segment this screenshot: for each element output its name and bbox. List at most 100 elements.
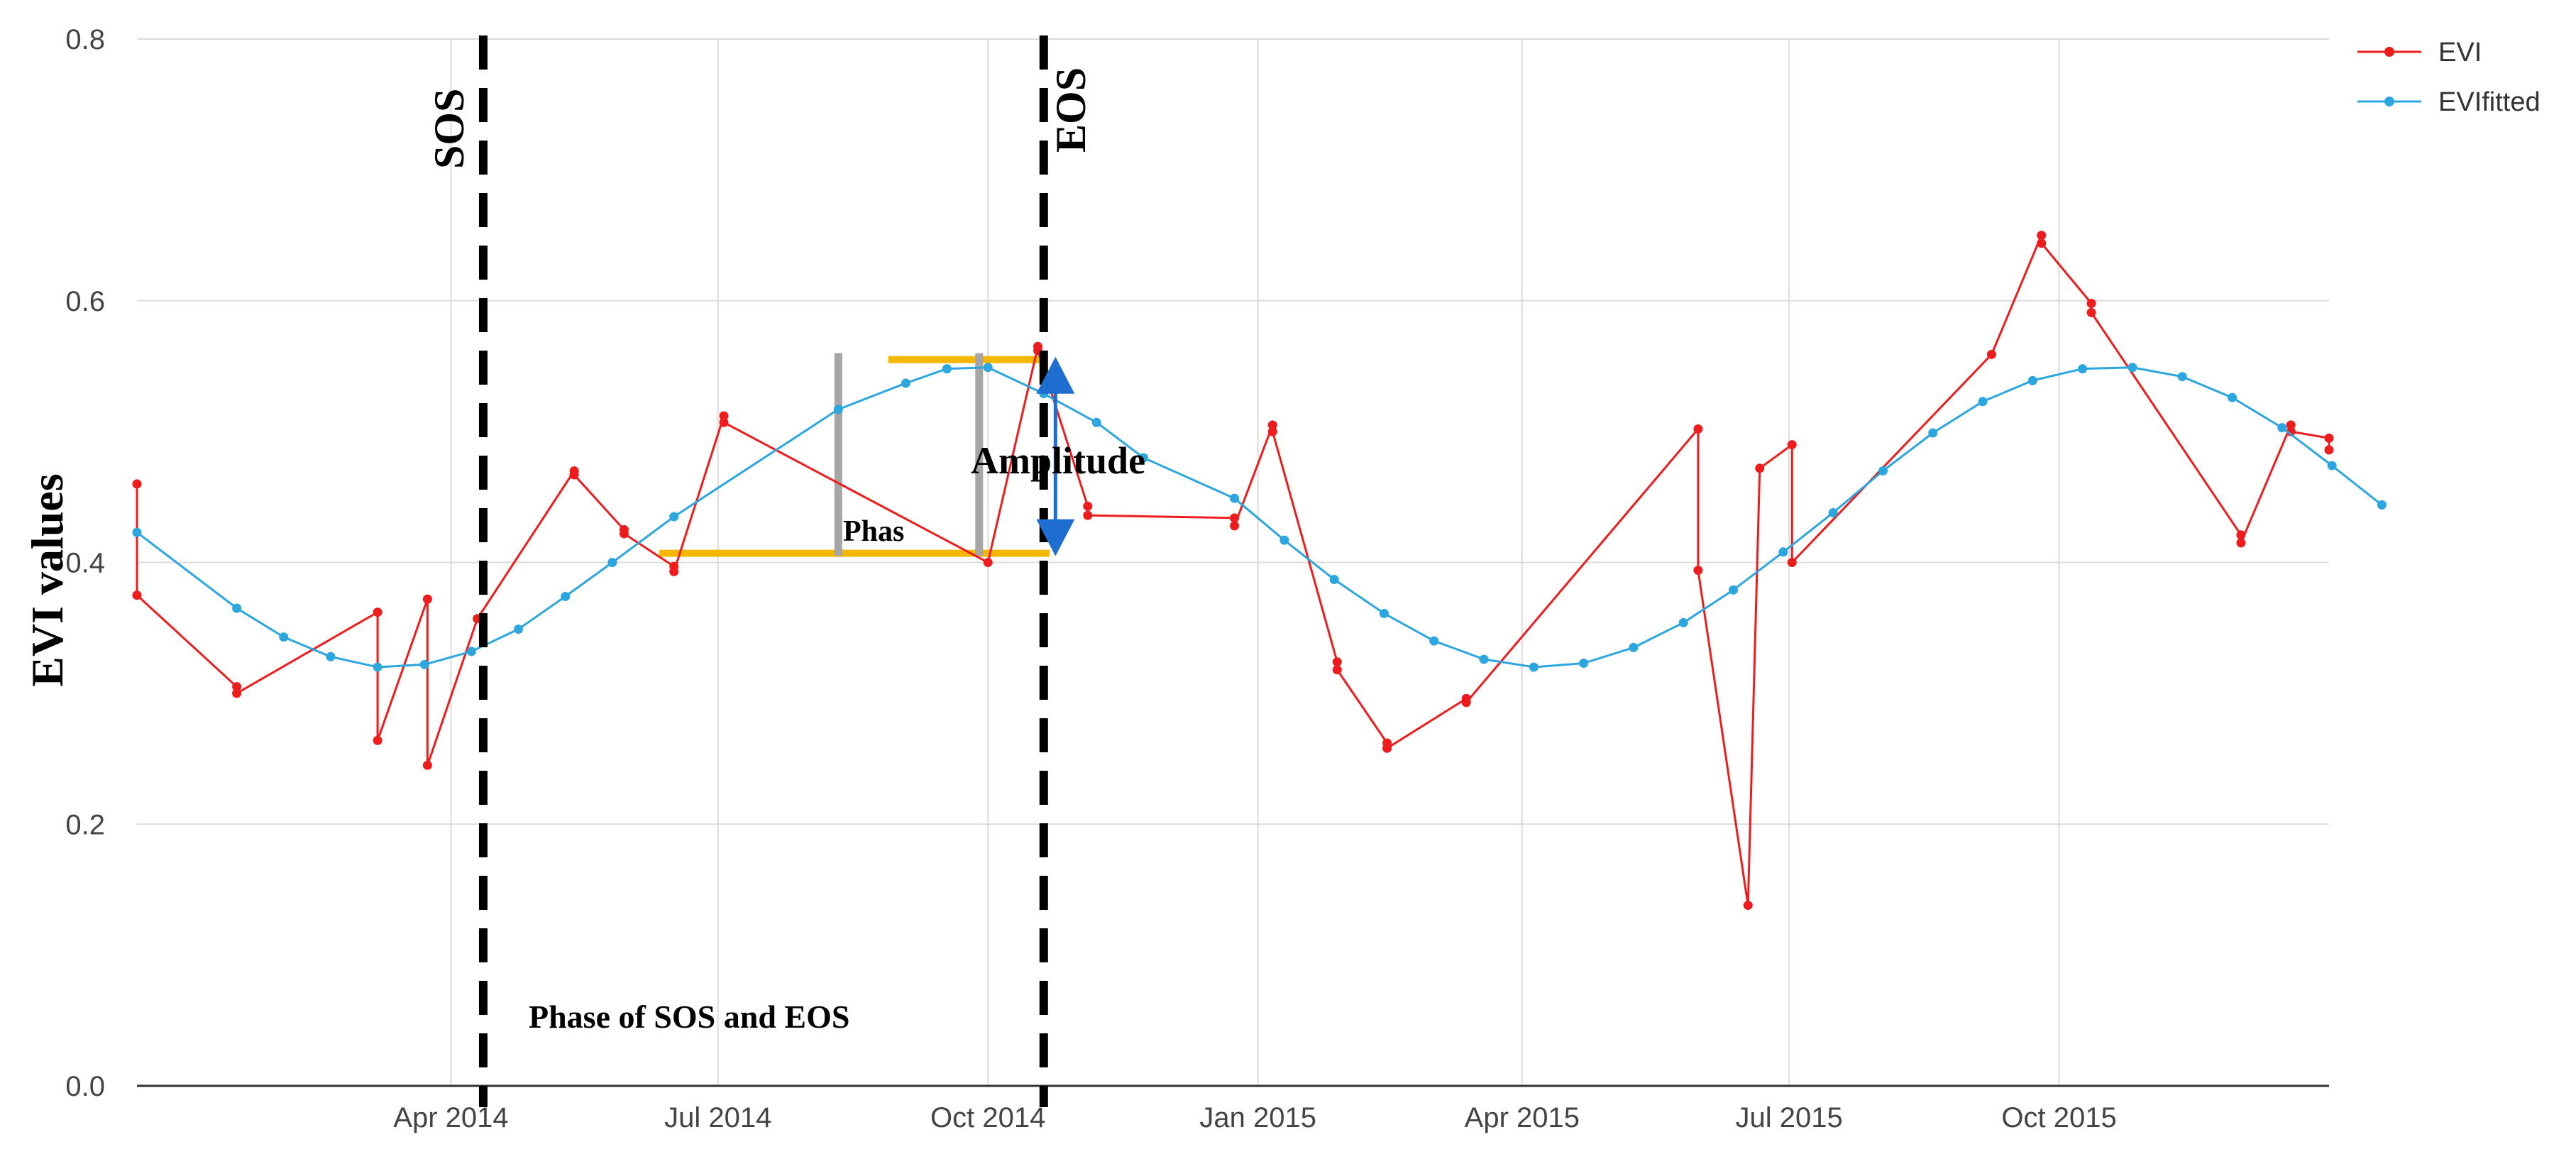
x-tick-label: Oct 2015: [2001, 1102, 2116, 1133]
data-point-evifitted: [1579, 658, 1589, 668]
data-point-evifitted: [2027, 375, 2037, 385]
data-point-evifitted: [1629, 642, 1639, 652]
legend: EVI EVIfitted: [2357, 38, 2541, 117]
data-point-evifitted: [833, 405, 843, 414]
data-point-evi: [1230, 521, 1240, 531]
data-point-evi: [1743, 901, 1753, 911]
data-point-evifitted: [1279, 535, 1289, 545]
data-point-evi: [2236, 530, 2246, 540]
data-point-evifitted: [1379, 608, 1389, 618]
data-point-evifitted: [1479, 654, 1489, 664]
data-point-evi: [373, 735, 382, 745]
legend-marker-evi: [2384, 47, 2394, 57]
data-point-evi: [669, 566, 679, 576]
data-point-evi: [2324, 445, 2334, 455]
data-point-evi: [1083, 510, 1093, 520]
data-point-evi: [1267, 427, 1277, 436]
data-point-evi: [2037, 231, 2047, 241]
axes: 0.0 0.2 0.4 0.6 0.8 Apr 2014 Jul 2014 Oct 2014 J…: [22, 24, 2329, 1133]
data-point-evifitted: [1878, 466, 1888, 476]
series-layer: [132, 231, 2387, 911]
data-point-evi: [232, 688, 242, 698]
data-point-evi: [2086, 298, 2096, 308]
data-point-evifitted: [942, 364, 952, 374]
x-tick-label: Jan 2015: [1199, 1102, 1316, 1133]
phase-short-label: Phas: [843, 515, 904, 548]
data-point-evifitted: [669, 512, 679, 522]
data-point-evi: [422, 594, 432, 604]
series-line-evifitted: [136, 366, 2383, 669]
data-point-evi: [422, 760, 432, 770]
data-point-evifitted: [132, 527, 142, 537]
data-point-evi: [373, 608, 382, 617]
data-point-evifitted: [514, 625, 524, 634]
data-point-evi: [1693, 566, 1703, 576]
data-point-evifitted: [2277, 423, 2287, 433]
data-point-evifitted: [1928, 428, 1938, 438]
data-point-evifitted: [466, 647, 476, 656]
x-tick-label: Oct 2014: [930, 1102, 1045, 1133]
data-point-evifitted: [607, 558, 617, 567]
data-point-evi: [1755, 463, 1765, 473]
data-point-evifitted: [1138, 453, 1148, 463]
data-point-evifitted: [1678, 617, 1688, 627]
data-point-evifitted: [2228, 392, 2238, 402]
legend-label-evifitted: EVIfitted: [2438, 87, 2541, 117]
data-point-evi: [1267, 420, 1277, 430]
data-point-evifitted: [1828, 507, 1838, 517]
data-point-evi: [719, 417, 729, 427]
amplitude-label: Amplitude: [971, 439, 1145, 482]
series-line-evi: [136, 235, 2330, 906]
data-point-evi: [1382, 743, 1392, 753]
phase-amplitude-annotations: [659, 353, 1050, 557]
x-tick-label: Apr 2014: [393, 1102, 508, 1133]
data-point-evifitted: [1329, 574, 1339, 584]
x-tick-label: Jul 2015: [1736, 1102, 1843, 1133]
data-point-evi: [2086, 307, 2096, 317]
data-point-evifitted: [419, 659, 429, 669]
data-point-evifitted: [1230, 493, 1240, 503]
data-point-evifitted: [901, 378, 910, 388]
eos-label: EOS: [1047, 67, 1094, 153]
data-point-evi: [1230, 513, 1240, 523]
y-tick-label: 0.4: [65, 548, 105, 579]
data-point-evi: [2324, 433, 2334, 443]
data-point-evifitted: [2128, 363, 2137, 373]
data-point-evifitted: [561, 591, 571, 601]
data-point-evi: [619, 529, 629, 539]
data-point-evifitted: [1529, 662, 1539, 672]
data-point-evi: [569, 470, 579, 480]
data-point-evi: [132, 590, 142, 600]
data-point-evifitted: [1778, 547, 1788, 557]
data-point-evifitted: [1729, 585, 1739, 595]
grid: [137, 38, 2329, 1086]
legend-marker-evifitted: [2384, 97, 2394, 106]
data-point-evi: [1986, 349, 1996, 359]
data-point-evi: [132, 479, 142, 489]
data-point-evifitted: [2377, 500, 2387, 510]
data-point-evi: [1787, 558, 1797, 567]
data-point-evi: [983, 558, 993, 567]
data-point-evifitted: [1978, 397, 1988, 407]
data-point-evifitted: [2078, 364, 2088, 374]
data-point-evi: [1332, 657, 1342, 667]
data-point-evi: [2037, 238, 2047, 248]
x-tick-label: Apr 2015: [1465, 1102, 1580, 1133]
sos-label: SOS: [426, 89, 473, 169]
y-tick-label: 0.2: [65, 809, 105, 840]
data-point-evifitted: [1429, 636, 1439, 646]
y-tick-label: 0.6: [65, 286, 105, 317]
phase-caption: Phase of SOS and EOS: [529, 999, 849, 1035]
data-point-evi: [232, 682, 242, 692]
data-point-evifitted: [326, 652, 336, 661]
data-point-evi: [1787, 440, 1797, 450]
data-point-evifitted: [2177, 372, 2187, 382]
data-point-evi: [719, 411, 729, 421]
data-point-evi: [2236, 538, 2246, 548]
y-tick-label: 0.0: [65, 1071, 105, 1102]
legend-label-evi: EVI: [2438, 38, 2482, 67]
data-point-evi: [1083, 501, 1093, 511]
y-axis-label: EVI values: [22, 473, 72, 687]
data-point-evi: [1332, 665, 1342, 675]
